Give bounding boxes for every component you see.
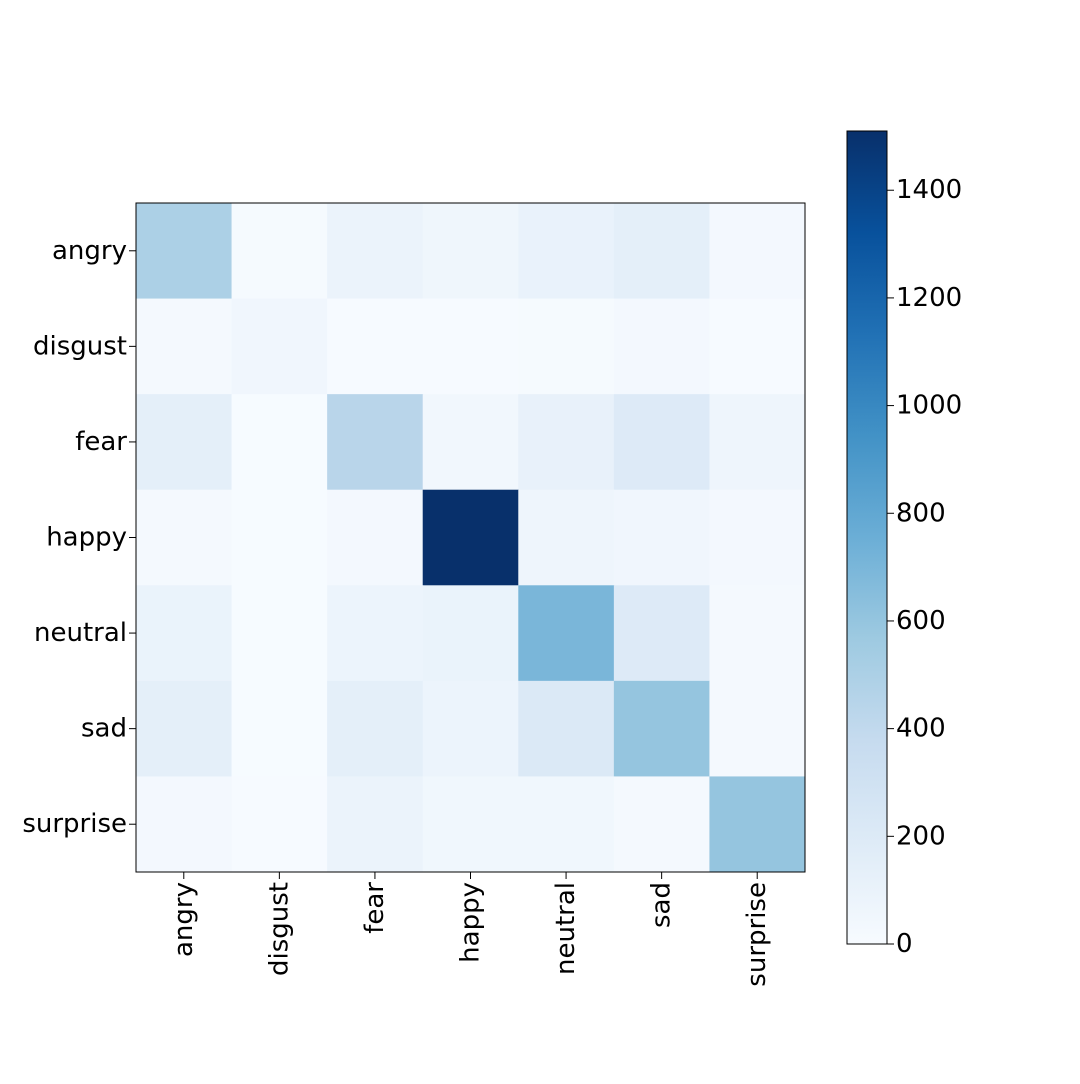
- colorbar-frame: [846, 130, 888, 945]
- heatmap-cell-happy-sad: [613, 489, 710, 586]
- colorbar-ticks: 0 200 400 600 800 1000 1200 1400: [887, 175, 962, 959]
- colorbar: 0 200 400 600 800 1000 1200 1400: [846, 130, 962, 959]
- colorbar-tick-label: 1400: [896, 175, 962, 205]
- heatmap-cell-disgust-fear: [327, 298, 424, 395]
- colorbar-tick-label: 800: [896, 498, 946, 528]
- heatmap-cell-surprise-neutral: [518, 776, 615, 873]
- colorbar-tick-label: 0: [896, 929, 913, 959]
- heatmap-cell-surprise-sad: [613, 776, 710, 873]
- heatmap-cell-happy-disgust: [231, 489, 328, 586]
- heatmap-cell-angry-happy: [422, 203, 519, 300]
- heatmap-cell-neutral-surprise: [709, 585, 806, 682]
- heatmap-cell-fear-neutral: [518, 394, 615, 491]
- heatmap-cell-surprise-happy: [422, 776, 519, 873]
- heatmap-cells: [136, 203, 806, 873]
- heatmap-cell-angry-sad: [613, 203, 710, 300]
- heatmap-cell-happy-angry: [136, 489, 233, 586]
- y-tick-label-surprise: surprise: [22, 809, 127, 839]
- colorbar-tick-label: 1200: [896, 283, 962, 313]
- heatmap-cell-angry-angry: [136, 203, 233, 300]
- y-tick-label-fear: fear: [75, 427, 127, 457]
- heatmap-cell-neutral-disgust: [231, 585, 328, 682]
- heatmap-cell-neutral-angry: [136, 585, 233, 682]
- heatmap-cell-sad-happy: [422, 680, 519, 777]
- x-tick-label-angry: angry: [169, 882, 199, 957]
- heatmap-cell-surprise-angry: [136, 776, 233, 873]
- heatmap-cell-angry-surprise: [709, 203, 806, 300]
- heatmap-cell-happy-neutral: [518, 489, 615, 586]
- colorbar-gradient: [847, 131, 887, 944]
- heatmap-cell-angry-fear: [327, 203, 424, 300]
- x-axis: angry disgust fear happy neutral sad surprise: [169, 872, 772, 987]
- colorbar-tick-label: 200: [896, 821, 946, 851]
- heatmap-cell-neutral-neutral: [518, 585, 615, 682]
- x-tick-label-happy: happy: [456, 882, 486, 963]
- heatmap-cell-neutral-fear: [327, 585, 424, 682]
- heatmap-cell-angry-neutral: [518, 203, 615, 300]
- heatmap-cell-surprise-fear: [327, 776, 424, 873]
- x-tick-label-sad: sad: [647, 882, 677, 928]
- colorbar-tick-label: 600: [896, 606, 946, 636]
- heatmap-cell-sad-disgust: [231, 680, 328, 777]
- y-tick-label-neutral: neutral: [34, 618, 127, 648]
- heatmap-cell-sad-sad: [613, 680, 710, 777]
- heatmap-cell-fear-surprise: [709, 394, 806, 491]
- y-tick-label-disgust: disgust: [33, 331, 127, 361]
- heatmap-cell-disgust-neutral: [518, 298, 615, 395]
- heatmap-cell-fear-fear: [327, 394, 424, 491]
- y-tick-label-sad: sad: [81, 714, 127, 744]
- heatmap-cell-angry-disgust: [231, 203, 328, 300]
- colorbar-tick-label: 400: [896, 714, 946, 744]
- heatmap-cell-neutral-sad: [613, 585, 710, 682]
- heatmap-cell-disgust-happy: [422, 298, 519, 395]
- x-tick-label-surprise: surprise: [742, 882, 772, 987]
- heatmap-cell-disgust-disgust: [231, 298, 328, 395]
- heatmap-cell-disgust-surprise: [709, 298, 806, 395]
- heatmap-cell-sad-angry: [136, 680, 233, 777]
- y-tick-label-happy: happy: [46, 523, 127, 553]
- heatmap-cell-surprise-disgust: [231, 776, 328, 873]
- heatmap-cell-fear-happy: [422, 394, 519, 491]
- x-tick-label-disgust: disgust: [264, 882, 294, 976]
- heatmap-cell-disgust-angry: [136, 298, 233, 395]
- y-axis: angry disgust fear happy neutral sad surprise: [22, 236, 136, 839]
- heatmap-cell-happy-surprise: [709, 489, 806, 586]
- heatmap-cell-happy-fear: [327, 489, 424, 586]
- heatmap-cell-sad-surprise: [709, 680, 806, 777]
- heatmap-cell-sad-fear: [327, 680, 424, 777]
- heatmap-cell-fear-angry: [136, 394, 233, 491]
- heatmap-cell-sad-neutral: [518, 680, 615, 777]
- heatmap-cell-fear-disgust: [231, 394, 328, 491]
- colorbar-tick-label: 1000: [896, 391, 962, 421]
- heatmap-cell-surprise-surprise: [709, 776, 806, 873]
- heatmap-cell-neutral-happy: [422, 585, 519, 682]
- x-tick-label-fear: fear: [360, 882, 390, 934]
- heatmap-cell-fear-sad: [613, 394, 710, 491]
- x-tick-label-neutral: neutral: [551, 882, 581, 975]
- heatmap-cell-disgust-sad: [613, 298, 710, 395]
- y-tick-label-angry: angry: [52, 236, 127, 266]
- heatmap-cell-happy-happy: [422, 489, 519, 586]
